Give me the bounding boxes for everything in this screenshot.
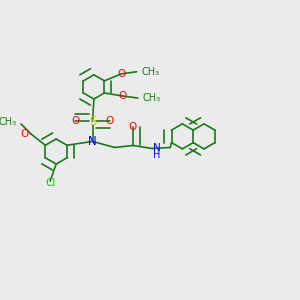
Text: N: N bbox=[88, 135, 97, 148]
Text: O: O bbox=[106, 116, 114, 126]
Text: S: S bbox=[89, 115, 96, 128]
Text: CH₃: CH₃ bbox=[0, 117, 17, 127]
Text: O: O bbox=[117, 69, 126, 79]
Text: O: O bbox=[129, 122, 137, 132]
Text: CH₃: CH₃ bbox=[142, 67, 160, 77]
Text: N: N bbox=[154, 143, 161, 154]
Text: H: H bbox=[154, 150, 161, 160]
Text: CH₃: CH₃ bbox=[143, 93, 161, 103]
Text: O: O bbox=[118, 91, 127, 101]
Text: O: O bbox=[20, 129, 28, 139]
Text: O: O bbox=[71, 116, 80, 126]
Text: Cl: Cl bbox=[45, 178, 55, 188]
